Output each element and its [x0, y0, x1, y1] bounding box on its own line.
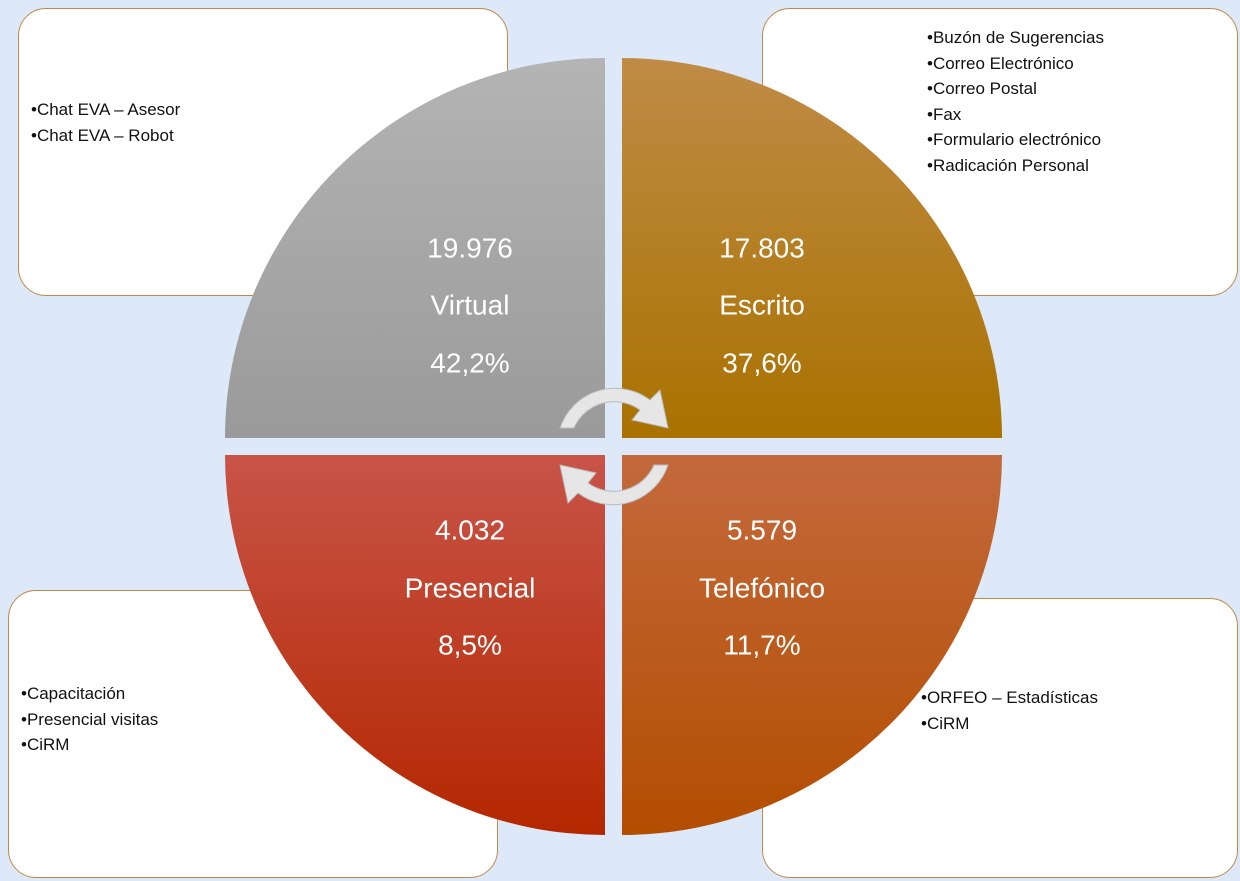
item-list: Chat EVA – AsesorChat EVA – Robot	[31, 97, 180, 148]
cycle-arrows	[559, 387, 669, 506]
share: 42,2%	[430, 347, 509, 378]
share: 37,6%	[722, 347, 801, 378]
list-item: Correo Electrónico	[927, 51, 1104, 77]
label: Presencial	[405, 572, 536, 603]
list-item: Chat EVA – Asesor	[31, 97, 180, 123]
share: 11,7%	[723, 629, 800, 660]
list-item: Fax	[927, 102, 1104, 128]
item-list: ORFEO – EstadísticasCiRM	[921, 685, 1098, 736]
list-item: CiRM	[21, 732, 158, 758]
list-item: Chat EVA – Robot	[31, 123, 180, 149]
list-item: Buzón de Sugerencias	[927, 25, 1104, 51]
quadrant	[622, 455, 1002, 835]
list-item: Formulario electrónico	[927, 127, 1104, 153]
label: Telefónico	[699, 572, 825, 603]
count: 5.579	[727, 514, 797, 545]
count: 4.032	[435, 514, 505, 545]
list-item: Radicación Personal	[927, 153, 1104, 179]
list-item: ORFEO – Estadísticas	[921, 685, 1098, 711]
item-list: Buzón de SugerenciasCorreo ElectrónicoCo…	[927, 25, 1104, 178]
share: 8,5%	[438, 629, 502, 660]
quadrant	[225, 455, 605, 835]
list-item: CiRM	[921, 711, 1098, 737]
label: Virtual	[431, 289, 510, 320]
quadrant	[622, 58, 1002, 438]
count: 19.976	[427, 232, 513, 263]
list-item: Capacitación	[21, 681, 158, 707]
count: 17.803	[719, 232, 805, 263]
quadrant	[225, 58, 605, 438]
label: Escrito	[719, 289, 805, 320]
list-item: Correo Postal	[927, 76, 1104, 102]
item-list: CapacitaciónPresencial visitasCiRM	[21, 681, 158, 758]
list-item: Presencial visitas	[21, 707, 158, 733]
